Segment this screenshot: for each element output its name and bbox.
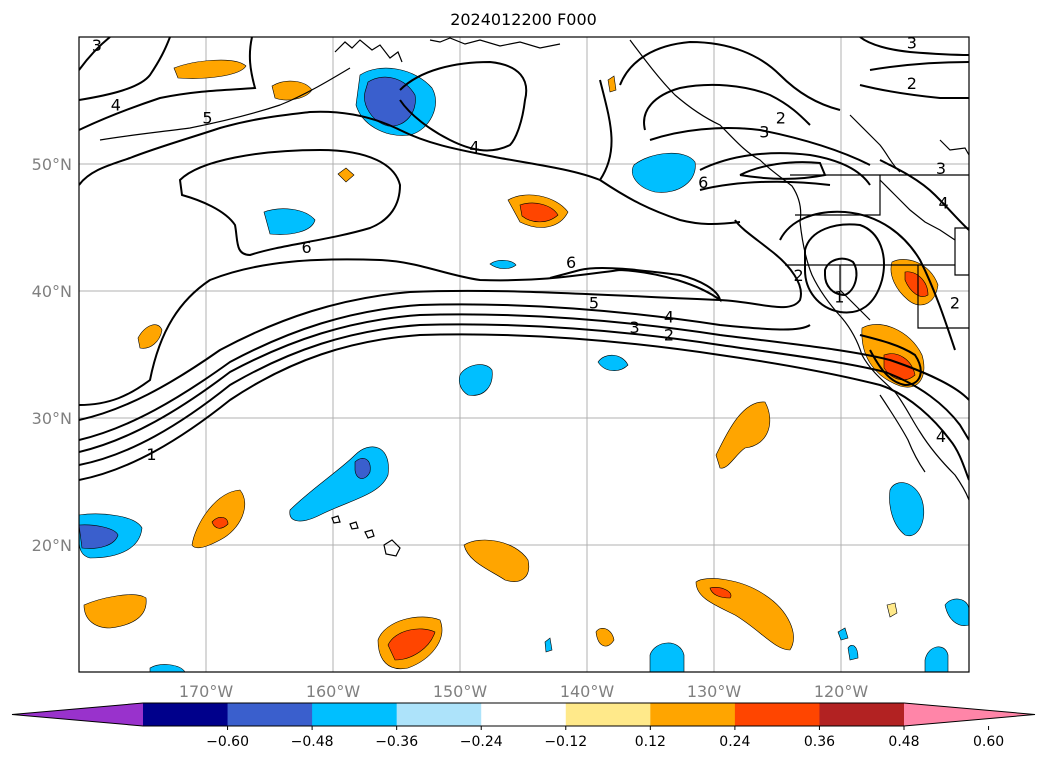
lat-label: 20°N xyxy=(32,536,72,555)
contour-label: 2 xyxy=(907,74,917,93)
latitude-labels: 20°N 30°N 40°N 50°N xyxy=(32,155,72,555)
lat-label: 40°N xyxy=(32,282,72,301)
colorbar-segment xyxy=(481,703,567,726)
colorbar-tick-label: 0.36 xyxy=(804,734,835,750)
colorbar-tick-label: 0.60 xyxy=(973,734,1004,750)
shaded-anomalies xyxy=(79,59,969,672)
colorbar-tick-label: −0.60 xyxy=(206,734,249,750)
map-title: 2024012200 F000 xyxy=(450,10,597,29)
longitude-labels: 170°W 160°W 150°W 140°W 130°W 120°W xyxy=(179,682,869,701)
colorbar-segment xyxy=(396,703,482,726)
colorbar-segment xyxy=(565,703,651,726)
contour-label: 4 xyxy=(111,96,121,115)
contour-label: 2 xyxy=(776,108,786,127)
coastlines xyxy=(99,37,969,557)
colorbar-segment xyxy=(734,703,820,726)
lon-label: 160°W xyxy=(306,682,361,701)
contour-label: 6 xyxy=(566,253,576,272)
lat-label: 30°N xyxy=(32,409,72,428)
colorbar-outline xyxy=(11,702,1036,727)
colorbar-segment xyxy=(650,703,736,726)
lon-label: 170°W xyxy=(179,682,234,701)
colorbar-tick-label: −0.48 xyxy=(291,734,334,750)
lon-label: 120°W xyxy=(814,682,869,701)
colorbar: −0.60 −0.48 −0.36 −0.24 −0.12 0.12 0.24 0.36 0.4… xyxy=(11,702,1036,750)
colorbar-extend-high xyxy=(904,703,1035,726)
contour-label: 3 xyxy=(936,159,946,178)
contour-label: 5 xyxy=(589,294,599,313)
lon-label: 140°W xyxy=(560,682,615,701)
contour-label: 5 xyxy=(202,108,212,127)
map-frame xyxy=(78,36,970,673)
contour-label: 4 xyxy=(936,427,946,446)
contour-label: 3 xyxy=(759,122,769,141)
colorbar-segment xyxy=(227,703,313,726)
contour-lines xyxy=(79,37,969,481)
contour-label: 2 xyxy=(950,294,960,313)
contour-label: 4 xyxy=(469,137,479,156)
colorbar-tick-label: −0.24 xyxy=(460,734,503,750)
colorbar-segment xyxy=(312,703,398,726)
contour-label: 6 xyxy=(301,238,311,257)
colorbar-extend-low xyxy=(12,703,143,726)
lon-label: 150°W xyxy=(433,682,488,701)
contour-label: 1 xyxy=(834,287,844,306)
contour-label: 1 xyxy=(146,445,156,464)
contour-label: 2 xyxy=(794,266,804,285)
colorbar-tick-label: 0.24 xyxy=(719,734,750,750)
contour-label: 3 xyxy=(630,318,640,337)
colorbar-tick-label: −0.36 xyxy=(375,734,418,750)
colorbar-tick-label: −0.12 xyxy=(544,734,587,750)
colorbar-tick-label: 0.48 xyxy=(888,734,919,750)
lat-label: 50°N xyxy=(32,155,72,174)
contour-label: 4 xyxy=(664,308,674,327)
colorbar-segment xyxy=(819,703,905,726)
contour-label: 3 xyxy=(907,33,917,52)
colorbar-tick-label: 0.12 xyxy=(635,734,666,750)
lon-label: 130°W xyxy=(687,682,742,701)
contour-label: 6 xyxy=(698,173,708,192)
contour-label: 4 xyxy=(938,193,948,212)
colorbar-segment xyxy=(143,703,229,726)
contour-label: 2 xyxy=(664,325,674,344)
contour-label: 3 xyxy=(92,36,102,55)
